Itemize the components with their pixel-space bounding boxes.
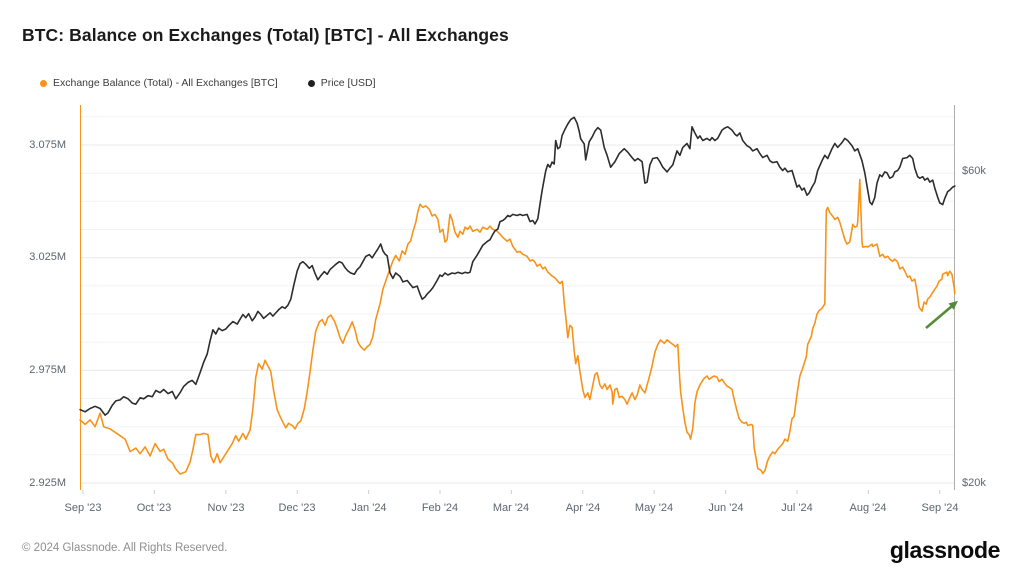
legend-label-price: Price [USD] xyxy=(320,77,376,89)
x-axis-label: Jan '24 xyxy=(351,502,387,514)
y-axis-label-left: 3.075M xyxy=(29,139,66,151)
trend-arrowhead-icon xyxy=(948,300,958,310)
price-series-dot-icon xyxy=(307,79,315,87)
y-axis-label-right: $60k xyxy=(962,165,986,177)
x-axis-label: Jul '24 xyxy=(781,502,813,514)
x-axis-label: Aug '24 xyxy=(849,502,887,514)
x-axis-label: Apr '24 xyxy=(565,502,601,514)
copyright-text: © 2024 Glassnode. All Rights Reserved. xyxy=(22,542,228,554)
legend-item-exchange-balance[interactable]: Exchange Balance (Total) - All Exchanges… xyxy=(40,77,278,89)
x-axis-label: May '24 xyxy=(634,502,674,514)
x-axis-label: Mar '24 xyxy=(492,502,530,514)
x-axis-label: Jun '24 xyxy=(708,502,744,514)
y-axis-label-left: 3.025M xyxy=(29,251,66,263)
balance-series-dot-icon xyxy=(40,79,47,87)
x-axis-label: Feb '24 xyxy=(421,502,459,514)
x-axis-label: Sep '23 xyxy=(64,502,102,514)
y-axis-label-left: 2.975M xyxy=(29,364,66,376)
legend: Exchange Balance (Total) - All Exchanges… xyxy=(40,77,376,89)
x-axis-label: Nov '23 xyxy=(207,502,245,514)
x-axis-label: Sep '24 xyxy=(921,502,959,514)
x-axis-label: Oct '23 xyxy=(136,502,172,514)
legend-item-price[interactable]: Price [USD] xyxy=(307,77,376,89)
x-axis-label: Dec '23 xyxy=(278,502,316,514)
legend-label-exchange-balance: Exchange Balance (Total) - All Exchanges… xyxy=(53,77,278,89)
glassnode-logo[interactable]: glassnode xyxy=(889,537,1001,563)
trend-arrow-icon xyxy=(925,305,953,329)
page-title: BTC: Balance on Exchanges (Total) [BTC] … xyxy=(22,25,509,45)
price-line xyxy=(79,116,956,416)
y-axis-label-left: 2.925M xyxy=(29,477,66,489)
balance-line xyxy=(79,178,956,475)
y-axis-label-right: $20k xyxy=(962,477,986,489)
